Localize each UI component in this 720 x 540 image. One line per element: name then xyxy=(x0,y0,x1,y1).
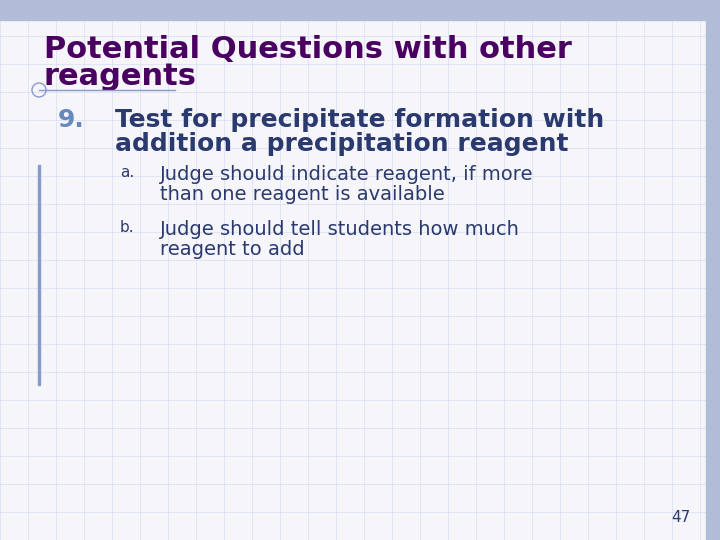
Text: Test for precipitate formation with: Test for precipitate formation with xyxy=(115,108,604,132)
Bar xyxy=(38,165,40,385)
Text: reagents: reagents xyxy=(44,62,197,91)
Text: a.: a. xyxy=(120,165,134,180)
Text: b.: b. xyxy=(120,220,135,235)
Text: addition a precipitation reagent: addition a precipitation reagent xyxy=(115,132,569,156)
Text: 9.: 9. xyxy=(58,108,85,132)
Text: Judge should indicate reagent, if more: Judge should indicate reagent, if more xyxy=(160,165,534,184)
Text: Judge should tell students how much: Judge should tell students how much xyxy=(160,220,520,239)
Text: 47: 47 xyxy=(671,510,690,525)
Text: than one reagent is available: than one reagent is available xyxy=(160,185,445,204)
Text: Potential Questions with other: Potential Questions with other xyxy=(44,35,572,64)
Text: reagent to add: reagent to add xyxy=(160,240,305,259)
Bar xyxy=(0,0,720,20)
Bar xyxy=(706,20,720,540)
